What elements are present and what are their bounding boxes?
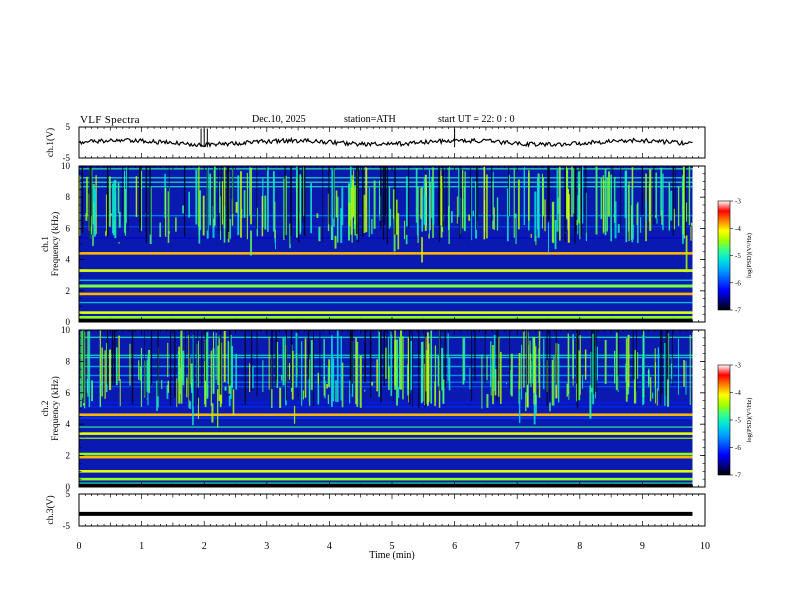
ch2-spectrogram-noise-row [79,336,693,339]
ch1-waveform-trace [78,136,693,148]
ch1-waveform-ytick-label: 5 [66,122,71,132]
ch2-spectrogram-colorbar [717,364,731,476]
ch3-waveform-ytick-label: -5 [63,521,71,531]
ch2-spectrogram-ytick-label: 6 [66,388,71,398]
ch2-spectrogram-band [79,477,693,481]
x-tick-label: 9 [640,541,645,552]
ch2-spectrogram-noise-row [79,385,693,388]
ch2-spectrogram-image [79,330,693,488]
ch2-spectrogram-ylabel-line: Frequency (kHz) [50,376,61,441]
ch2-spectrogram-noise-row [79,406,693,408]
ch1-spectrogram-ylabel-line: ch.1 [41,236,51,252]
ch1-spectrogram-noise-row [79,226,693,228]
ch2-spectrogram-ytick-label: 8 [66,356,71,366]
x-tick-label: 5 [390,541,395,552]
ch1-spectrogram-colorbar-tick-label: -7 [735,307,741,315]
x-tick-label: 6 [452,541,457,552]
ch1-waveform-ylabel: ch.1(V) [45,128,56,157]
ch1-spectrogram-image [79,166,693,323]
ch2-spectrogram-noise-row [79,401,693,404]
ch1-spectrogram-band [79,311,693,314]
ch2-spectrogram-ytick-label: 0 [66,482,71,492]
ch1-spectrogram-colorbar-label: log(PSD)(V²/Hz) [746,233,753,278]
chart-title: VLF Spectra [80,114,140,126]
ch2-spectrogram-band [79,470,693,473]
ch1-spectrogram-colorbar-tick-label: -3 [735,198,741,206]
ch2-spectrogram-noise-row [79,417,693,419]
ch2-spectrogram-ylabel: ch.2Frequency (kHz) [41,376,61,441]
ch2-spectrogram-ytick-label: 10 [61,325,71,335]
ch2-spectrogram-noise-row [79,482,693,484]
ch2-spectrogram-ytick-label: 2 [66,451,71,461]
ch3-waveform-ytick-label: 5 [66,489,71,499]
ch1-spectrogram-noise-row [79,237,693,239]
ch2-spectrogram-noise-row [79,426,693,428]
x-tick-label: 8 [577,541,582,552]
ch1-spectrogram-colorbar [717,200,731,311]
ch2-spectrogram-colorbar-tick-label: -6 [735,444,741,452]
ch2-spectrogram-band [79,413,693,417]
ch1-spectrogram-noise-row [79,301,693,304]
ch1-spectrogram-ytick-label: 8 [66,192,71,202]
ch1-spectrogram-ytick-label: 2 [66,286,71,296]
ch3-waveform-ylabel-line: ch.3(V) [45,495,56,524]
ch2-spectrogram-ytick-label: 4 [66,419,71,429]
ch1-spectrogram-band [79,269,693,272]
ch3-waveform-ylabel: ch.3(V) [45,495,56,524]
ch1-spectrogram-ytick-label: 4 [66,255,71,265]
ch1-spectrogram-colorbar-tick-label: -4 [735,225,741,233]
station-label: station=ATH [344,114,396,125]
ch2-spectrogram-band [79,455,693,459]
x-tick-label: 4 [327,541,332,552]
ch1-spectrogram-noise-row [79,279,693,281]
ch1-spectrogram-noise-row [79,284,693,286]
ch1-waveform-ytick-label: -5 [63,153,71,163]
ch2-spectrogram-colorbar-tick-label: -7 [735,472,741,480]
ch2-spectrogram-band [79,432,693,435]
ch2-spectrogram-band [79,452,693,456]
date-label: Dec.10, 2025 [252,114,306,125]
ch2-spectrogram-ylabel-line: ch.2 [41,400,51,416]
x-tick-label: 0 [77,541,82,552]
ch1-spectrogram-ytick-label: 6 [66,223,71,233]
ch2-spectrogram-colorbar-tick-label: -4 [735,389,741,397]
ch1-spectrogram-band [79,292,693,296]
x-tick-label: 3 [264,541,269,552]
ch1-spectrogram-band [79,284,693,288]
x-tick-label: 10 [700,541,710,552]
ch1-spectrogram-ylabel: ch.1Frequency (kHz) [41,212,61,277]
ch1-spectrogram-colorbar-tick-label: -6 [735,279,741,287]
ch2-spectrogram-noise-row [79,381,693,383]
ch2-spectrogram-colorbar-tick-label: -5 [735,417,741,425]
ch1-spectrogram-band [79,316,693,319]
ch2-spectrogram-colorbar-tick-label: -3 [735,362,741,370]
ch2-spectrogram-colorbar-label: log(PSD)(V²/Hz) [746,398,753,443]
ch1-waveform-ylabel-line: ch.1(V) [45,128,56,157]
x-tick-label: 7 [515,541,520,552]
ch1-spectrogram-band [79,252,693,255]
x-tick-label: 2 [202,541,207,552]
ch1-spectrogram-colorbar-tick-label: -5 [735,252,741,260]
ch1-spectrogram-ytick-label: 10 [61,161,71,171]
x-axis-label: Time (min) [369,550,414,561]
ch1-spectrogram-ytick-label: 0 [66,317,71,327]
ch1-spectrogram-ylabel-line: Frequency (kHz) [50,212,61,277]
ch2-spectrogram-noise-row [79,437,693,439]
x-tick-label: 1 [139,541,144,552]
start-ut-label: start UT = 22: 0 : 0 [438,114,515,125]
